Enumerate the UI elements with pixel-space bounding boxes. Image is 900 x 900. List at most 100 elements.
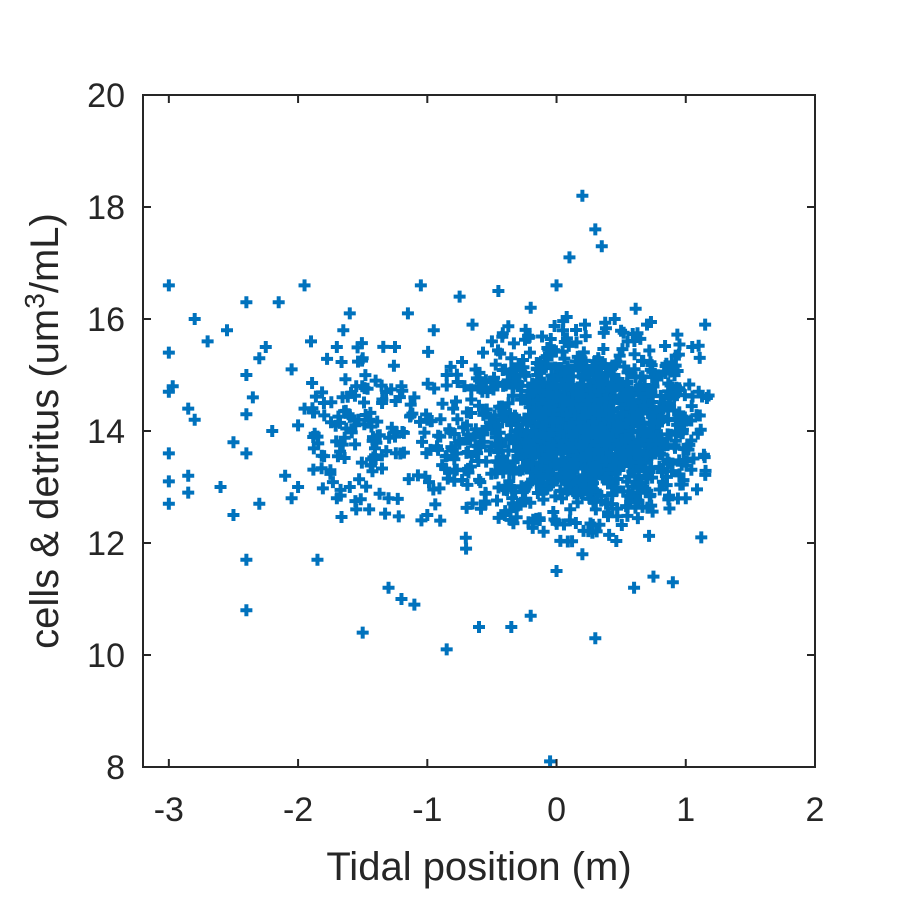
y-tick-label: 16 (87, 301, 125, 339)
scatter-point (162, 346, 175, 359)
scatter-point (579, 422, 592, 435)
scatter-point (240, 447, 253, 460)
scatter-point (336, 391, 349, 404)
scatter-point (626, 424, 639, 437)
scatter-point (570, 484, 583, 497)
scatter-point (588, 401, 601, 414)
scatter-point (550, 565, 563, 577)
scatter-point (460, 446, 473, 459)
scatter-point (672, 348, 685, 361)
scatter-point (673, 469, 686, 482)
scatter-point (589, 632, 602, 645)
scatter-point (490, 494, 503, 507)
scatter-point (690, 409, 703, 422)
scatter-point (548, 320, 561, 333)
scatter-point (376, 393, 389, 406)
scatter-point (441, 472, 454, 485)
scatter-point (699, 468, 712, 481)
scatter-point (473, 374, 486, 387)
scatter-point (424, 443, 437, 456)
scatter-point (436, 459, 449, 472)
scatter-point (440, 369, 453, 381)
y-axis-label-superscript: 3 (19, 293, 50, 309)
scatter-point (541, 387, 554, 400)
scatter-point (162, 279, 175, 292)
scatter-point (402, 473, 415, 486)
scatter-point (436, 397, 449, 410)
scatter-point (434, 413, 447, 426)
scatter-point (653, 483, 666, 496)
scatter-point (359, 369, 372, 382)
y-tick-label: 10 (87, 637, 125, 675)
scatter-point (240, 553, 253, 566)
scatter-point (534, 483, 547, 496)
scatter-point (387, 359, 400, 372)
scatter-point (666, 576, 679, 589)
scatter-point (420, 408, 433, 421)
scatter-point (576, 189, 589, 202)
scatter-point (579, 330, 592, 343)
scatter-point (308, 427, 321, 440)
scatter-point (240, 408, 253, 421)
scatter-point (642, 438, 655, 451)
scatter-point (619, 434, 632, 447)
scatter-point (548, 459, 561, 472)
scatter-point (418, 426, 431, 439)
scatter-point (162, 447, 175, 460)
scatter-point (492, 285, 505, 297)
scatter-point (408, 598, 421, 611)
scatter-point (433, 482, 446, 495)
scatter-point (309, 390, 322, 403)
scatter-point (166, 380, 179, 393)
scatter-point (345, 426, 358, 439)
scatter-point (408, 391, 421, 404)
scatter-point (507, 337, 520, 350)
scatter-point (497, 407, 510, 420)
scatter-point (473, 473, 486, 486)
scatter-point (485, 467, 498, 480)
scatter-point (472, 399, 485, 412)
scatter-point (694, 423, 707, 436)
scatter-point (615, 518, 628, 531)
scatter-point (554, 534, 567, 547)
scatter-point (547, 505, 560, 518)
scatter-point (558, 392, 571, 405)
scatter-point (644, 461, 657, 474)
scatter-point (449, 395, 462, 408)
scatter-point (428, 382, 441, 395)
scatter-point (316, 482, 329, 495)
scatter-point (429, 498, 442, 511)
y-tick-label: 20 (87, 77, 125, 115)
scatter-point (524, 609, 537, 622)
scatter-point (490, 437, 503, 450)
scatter-point (550, 380, 563, 393)
x-tick-label: -3 (154, 791, 184, 829)
scatter-point (608, 313, 621, 325)
scatter-point (392, 510, 405, 523)
scatter-point (616, 406, 629, 419)
y-tick-label: 12 (87, 525, 125, 563)
scatter-point (683, 378, 696, 391)
scatter-point (611, 510, 624, 523)
x-tick-label: -1 (412, 791, 442, 829)
scatter-point (458, 380, 471, 393)
scatter-point (673, 406, 686, 419)
scatter-point (644, 488, 657, 501)
y-tick-label: 18 (87, 189, 125, 227)
scatter-point (603, 404, 616, 417)
scatter-point (578, 318, 591, 331)
scatter-point (537, 376, 550, 389)
scatter-point (679, 443, 692, 456)
scatter-point (359, 408, 372, 421)
scatter-point (311, 553, 324, 566)
scatter-point (404, 410, 417, 423)
scatter-point (596, 378, 609, 391)
scatter-point (631, 512, 644, 525)
scatter-point (427, 324, 440, 337)
scatter-point (690, 483, 703, 496)
scatter-point (602, 506, 615, 519)
scatter-point (629, 302, 642, 315)
scatter-point (639, 426, 652, 439)
y-axis-label-main: cells & detritus (um (23, 309, 67, 649)
